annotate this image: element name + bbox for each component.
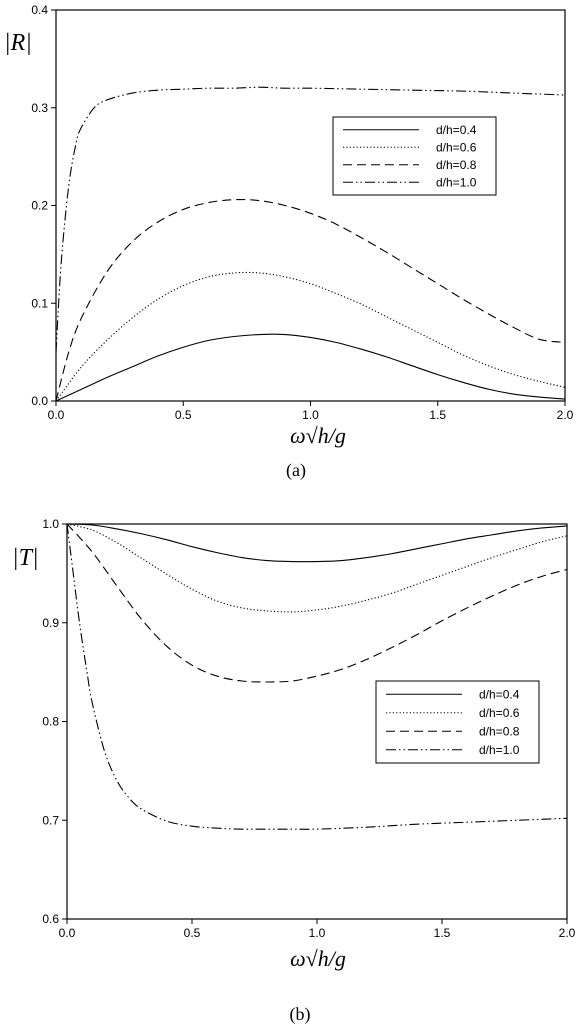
plot-frame-a — [55, 9, 566, 402]
legend-label: d/h=0.8 — [479, 724, 520, 738]
x-axis-label-b: ω√h/g — [290, 946, 346, 971]
y-tick-label: 0.1 — [31, 296, 48, 310]
y-tick-label: 0.9 — [42, 616, 59, 630]
series-line-d-h-0-6 — [66, 523, 568, 613]
series-line-d-h-0-6 — [55, 271, 566, 402]
x-tick-label: 0.5 — [184, 926, 201, 940]
series-line-d-h-0-4 — [66, 523, 568, 563]
series-group-b — [66, 523, 568, 830]
legend-label: d/h=0.4 — [479, 687, 520, 701]
y-tick-label: 0.8 — [42, 715, 59, 729]
x-tick-label: 1.0 — [309, 926, 326, 940]
legend-label: d/h=0.6 — [436, 140, 477, 154]
caption-b: (b) — [290, 1004, 311, 1025]
y-tick-label: 1.0 — [42, 517, 59, 531]
series-line-d-h-0-8 — [66, 523, 568, 683]
x-tick-label: 2.0 — [559, 926, 576, 940]
y-axis-label-b: |T| — [12, 545, 39, 571]
series-line-d-h-0-4 — [55, 333, 566, 402]
legend-label: d/h=0.8 — [436, 158, 477, 172]
series-line-d-h-1-0 — [66, 523, 568, 830]
axis-ticks-a: 0.0 0.5 1.0 1.5 2.0 0.0 0.1 0.2 0.3 0.4 — [31, 3, 573, 422]
x-tick-label: 1.0 — [302, 408, 319, 422]
axis-ticks-b: 0.0 0.5 1.0 1.5 2.0 0.6 0.7 0.8 0.9 1.0 — [42, 517, 575, 940]
legend-label: d/h=0.4 — [436, 123, 477, 137]
chart-panel-a: 0.0 0.5 1.0 1.5 2.00.00.10.20.30.4 d/h=0.4d/… — [4, 3, 574, 481]
y-tick-label: 0.0 — [31, 394, 48, 408]
x-tick-label: 0.0 — [59, 926, 76, 940]
x-tick-label: 0.0 — [48, 408, 65, 422]
series-group-a — [55, 86, 566, 402]
y-axis-label-a: |R| — [4, 30, 32, 56]
legend-b: d/h=0.4 d/h=0.6 d/h=0.8 d/h=1.0 — [375, 680, 540, 764]
legend-label: d/h=1.0 — [436, 175, 477, 189]
x-tick-label: 1.5 — [429, 408, 446, 422]
chart-panel-b: 0.0 0.5 1.0 1.5 2.00.60.70.80.91.0 d/h=0.4d/… — [12, 517, 576, 1025]
y-tick-label: 0.4 — [31, 3, 48, 17]
x-axis-label-a: ω√h/g — [290, 423, 346, 448]
x-tick-label: 1.5 — [434, 926, 451, 940]
legend-label: d/h=1.0 — [479, 743, 520, 757]
y-tick-label: 0.7 — [42, 813, 59, 827]
y-tick-label: 0.2 — [31, 199, 48, 213]
y-tick-label: 0.6 — [42, 912, 59, 926]
series-line-d-h-0-8 — [55, 198, 566, 402]
caption-a: (a) — [286, 460, 306, 481]
x-tick-label: 2.0 — [557, 408, 574, 422]
legend-label: d/h=0.6 — [479, 706, 520, 720]
x-tick-label: 0.5 — [175, 408, 192, 422]
series-line-d-h-1-0 — [55, 86, 566, 353]
y-tick-label: 0.3 — [31, 101, 48, 115]
legend-a: d/h=0.4 d/h=0.6 d/h=0.8 d/h=1.0 — [332, 116, 497, 196]
